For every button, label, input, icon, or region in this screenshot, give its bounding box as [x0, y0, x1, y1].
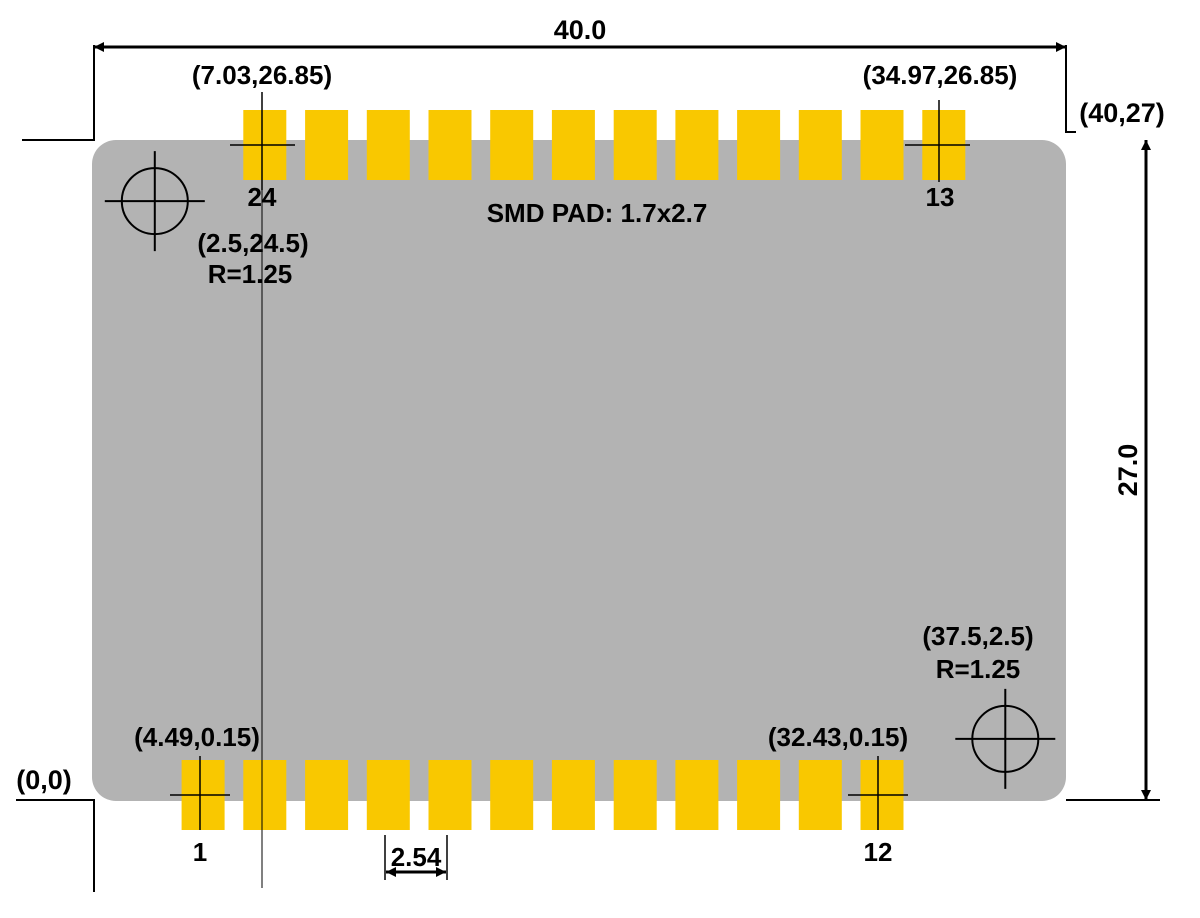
far-corner-label: (40,27) — [1079, 98, 1165, 128]
crosshair-top-left — [230, 92, 295, 190]
smd-pad — [428, 110, 472, 180]
smd-pad — [860, 110, 904, 180]
smd-pad — [737, 760, 781, 830]
pitch-dimension — [384, 835, 448, 880]
smd-pad — [613, 110, 657, 180]
smd-pad — [737, 110, 781, 180]
smd-pad — [551, 110, 595, 180]
origin-extension — [16, 799, 95, 892]
smd-pad — [490, 110, 534, 180]
crosshair-bottom-right — [848, 756, 908, 830]
smd-pad — [675, 760, 719, 830]
pad-crosshairs — [170, 92, 970, 830]
pin-24-label: 24 — [248, 182, 277, 212]
smd-pad — [428, 760, 472, 830]
pin-12-label: 12 — [864, 837, 893, 867]
hole-2-radius: R=1.25 — [936, 654, 1021, 684]
left-top-extension — [22, 45, 95, 141]
height-dimension-label: 27.0 — [1113, 444, 1143, 497]
extension-lines — [16, 45, 1160, 892]
hole-1-radius: R=1.25 — [208, 259, 293, 289]
hole-1-coordinate: (2.5,24.5) — [197, 228, 308, 258]
hole-2-coordinate: (37.5,2.5) — [922, 621, 1033, 651]
board-outline — [92, 140, 1066, 801]
mounting-holes — [104, 151, 1056, 789]
top-right-pad-coordinate: (34.97,26.85) — [863, 60, 1018, 90]
dimension-lines — [94, 42, 1151, 800]
smd-pad — [305, 110, 349, 180]
crosshair-bottom-left — [170, 756, 230, 830]
bottom-pad-row — [181, 760, 904, 830]
smd-pad — [613, 760, 657, 830]
smd-pad — [551, 760, 595, 830]
pitch-dimension-label: 2.54 — [391, 842, 442, 872]
smd-pad — [798, 760, 842, 830]
smd-pad-size-label: SMD PAD: 1.7x2.7 — [487, 198, 708, 228]
smd-pad — [366, 110, 410, 180]
top-left-pad-coordinate: (7.03,26.85) — [192, 60, 332, 90]
smd-pad — [243, 760, 287, 830]
bottom-right-pad-coordinate: (32.43,0.15) — [768, 722, 908, 752]
width-dimension-label: 40.0 — [554, 15, 607, 45]
bottom-left-pad-coordinate: (4.49,0.15) — [134, 722, 260, 752]
crosshair-top-right — [905, 100, 970, 182]
pin-1-label: 1 — [193, 837, 207, 867]
right-top-extension — [1065, 45, 1076, 133]
smd-pad — [366, 760, 410, 830]
smd-pad — [490, 760, 534, 830]
origin-corner-label: (0,0) — [16, 765, 72, 795]
smd-pad — [675, 110, 719, 180]
pin-13-label: 13 — [926, 182, 955, 212]
top-pad-row — [243, 110, 966, 180]
smd-pad — [305, 760, 349, 830]
smd-pad — [798, 110, 842, 180]
